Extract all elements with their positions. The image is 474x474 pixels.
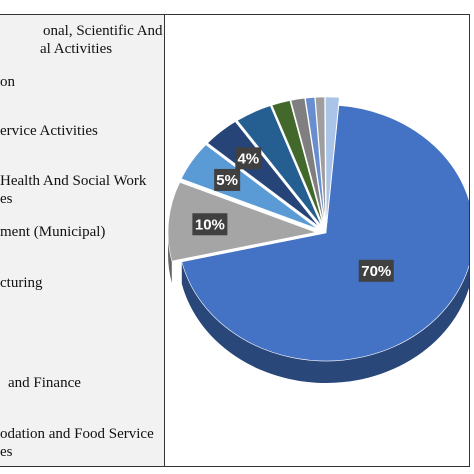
data-label-text: 10% xyxy=(195,216,225,233)
data-label-text: 70% xyxy=(361,263,391,280)
data-label: 5% xyxy=(214,168,241,191)
pie-slice-side xyxy=(168,232,172,284)
chart-frame xyxy=(0,14,470,467)
pie-slice xyxy=(314,96,326,226)
pie-slice xyxy=(167,181,318,262)
data-label: 4% xyxy=(235,147,262,170)
legend-panel: onal, Scientific And al Activities on er… xyxy=(0,14,165,467)
legend-item: Health And Social Work es xyxy=(0,173,147,207)
chart-area: 70% 10% 5% 4% xyxy=(166,15,474,466)
pie-slice xyxy=(181,105,474,362)
pie-slice xyxy=(180,144,318,230)
data-label-box xyxy=(235,147,262,170)
legend-item: on xyxy=(0,74,15,90)
legend-item: odation and Food Service es xyxy=(0,426,154,460)
pie-chart: 70% 10% 5% 4% xyxy=(167,96,474,383)
data-label-box xyxy=(192,213,228,236)
data-label-text: 5% xyxy=(216,172,238,189)
data-label-box xyxy=(214,168,241,191)
pie-slice xyxy=(290,97,325,226)
pie-slice xyxy=(236,105,322,227)
legend-item: ervice Activities xyxy=(0,123,98,139)
legend-item: and Finance xyxy=(8,375,81,391)
data-label: 70% xyxy=(358,259,394,282)
legend-item: onal, Scientific And al Activities xyxy=(40,23,163,57)
legend-item: ment (Municipal) xyxy=(0,224,106,240)
pie-slice xyxy=(305,97,326,226)
pie-slice xyxy=(271,100,324,226)
pie-slice xyxy=(325,96,340,226)
data-label: 10% xyxy=(192,213,228,236)
data-label-box xyxy=(358,259,394,282)
data-label-text: 4% xyxy=(237,150,259,167)
legend-item: cturing xyxy=(0,275,43,291)
